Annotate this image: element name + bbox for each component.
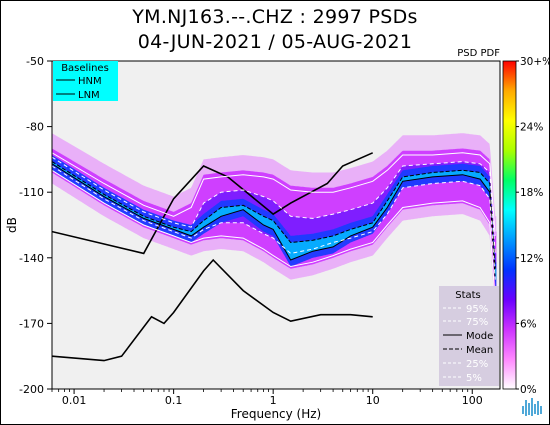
legend-5-label: 5%: [466, 373, 482, 384]
stats-legend-title: Stats: [455, 290, 481, 301]
colorbar-tick-label: 12%: [520, 253, 543, 265]
x-tick-label: 100: [462, 394, 483, 407]
colorbar: [502, 60, 517, 390]
colorbar-tick-label: 24%: [520, 122, 543, 134]
series-line-95pct: [52, 152, 496, 236]
y-tick-label: -80: [26, 121, 44, 134]
y-tick-label: -170: [19, 317, 44, 330]
y-tick-label: -110: [19, 186, 44, 199]
series-line-5pct: [52, 169, 496, 302]
pdf-band-core: [52, 155, 497, 287]
baselines-legend-title: Baselines: [61, 63, 109, 74]
stats-legend-box: [439, 286, 499, 386]
pdf-density-layer: [52, 133, 497, 315]
x-tick-label: 10: [366, 394, 380, 407]
x-tick-label: 0.01: [62, 394, 87, 407]
colorbar-ticks: 0% 6% 12% 18% 24% 30+%: [516, 56, 550, 396]
x-axis-label: Frequency (Hz): [231, 407, 322, 421]
y-tick-label: -140: [19, 252, 44, 265]
chart-title-line2: 04-JUN-2021 / 05-AUG-2021: [137, 31, 413, 53]
y-axis-label: dB: [5, 217, 19, 233]
legend-95-label: 95%: [466, 304, 488, 315]
colorbar-tick-label: 18%: [520, 187, 543, 199]
colorbar-tick-label: 6%: [520, 318, 537, 330]
y-tick-label: -200: [19, 383, 44, 396]
legend-mean-label: Mean: [466, 345, 493, 356]
plot-border: [51, 60, 501, 390]
legend-75-label: 75%: [466, 317, 488, 328]
y-axis: -50 -80 -110 -140 -170 -200: [19, 55, 52, 396]
x-tick-label: 0.1: [165, 394, 183, 407]
pdf-band-peak: [52, 161, 497, 280]
legend-25-label: 25%: [466, 359, 488, 370]
colorbar-tick-label: 0%: [520, 384, 537, 396]
series-line-mode: [52, 163, 496, 280]
series-line-lnm: [52, 258, 373, 362]
stat-lines-layer: [52, 152, 496, 362]
baselines-legend: Baselines HNM LNM: [53, 61, 118, 101]
colorbar-tick-label: 30+%: [520, 56, 550, 68]
chart-title-line1: YM.NJ163.--.CHZ : 2997 PSDs: [132, 6, 418, 28]
y-tick-label: -50: [26, 55, 44, 68]
series-line-75pct: [52, 156, 496, 254]
legend-lnm-label: LNM: [78, 90, 100, 101]
x-tick-label: 1: [270, 394, 277, 407]
stats-legend: Stats 95% 75% Mode Mean 25% 5%: [439, 286, 499, 386]
legend-hnm-label: HNM: [78, 76, 102, 87]
waveform-logo-icon: [522, 398, 542, 416]
series-line-25pct: [52, 165, 496, 280]
colorbar-title: PSD PDF: [457, 48, 500, 59]
x-axis: 0.01 0.1 1 10 100: [51, 389, 483, 407]
legend-mode-label: Mode: [466, 331, 493, 342]
series-line-mean: [52, 161, 496, 269]
